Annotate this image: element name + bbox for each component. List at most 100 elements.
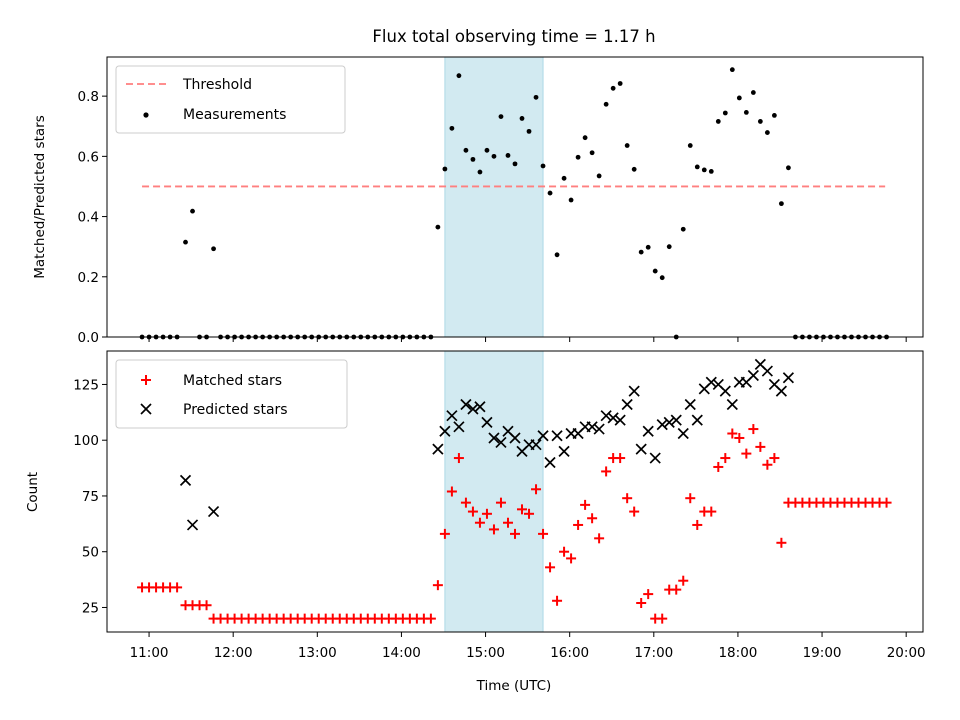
x-stroke-b xyxy=(551,430,563,442)
measurement-point xyxy=(568,197,574,203)
measurement-point xyxy=(484,147,490,153)
x-stroke-b xyxy=(530,439,542,451)
x-stroke-b xyxy=(460,398,472,411)
measurement-point xyxy=(687,143,693,148)
measurements-points xyxy=(139,67,889,340)
x-stroke-b xyxy=(614,414,626,426)
matched-star-point xyxy=(201,600,212,611)
measurement-point xyxy=(624,143,630,148)
y-tick-label: 25 xyxy=(82,600,99,616)
x-stroke-b xyxy=(467,403,479,415)
measurement-point xyxy=(666,244,672,250)
x-tick-label: 20:00 xyxy=(887,645,926,661)
matched-star-point xyxy=(453,453,464,464)
matched-star-point xyxy=(643,589,654,600)
matched-star-point xyxy=(741,448,752,459)
x-stroke-b xyxy=(481,416,493,428)
predicted-star-point xyxy=(663,416,675,428)
x-stroke-b xyxy=(642,425,654,437)
predicted-star-point xyxy=(677,427,689,440)
predicted-star-point xyxy=(747,369,759,382)
matched-star-point xyxy=(594,533,605,544)
bottom-shaded-span xyxy=(444,350,544,633)
legend-threshold-label: Threshold xyxy=(182,77,252,93)
predicted-star-point xyxy=(537,430,549,442)
x-axis-label: Time (UTC) xyxy=(476,678,552,694)
bottom-axes-frame xyxy=(106,350,924,633)
bottom-y-axis-label: Count xyxy=(25,472,41,512)
predicted-stars-points xyxy=(179,358,795,531)
matched-star-point xyxy=(671,584,682,595)
predicted-star-point xyxy=(558,445,570,457)
matched-star-point xyxy=(881,497,892,508)
predicted-star-point xyxy=(782,372,795,384)
x-stroke-b xyxy=(179,474,192,486)
x-tick-label: 18:00 xyxy=(718,645,757,661)
predicted-star-point xyxy=(726,398,738,411)
x-stroke-b xyxy=(474,401,486,413)
predicted-star-point xyxy=(593,423,605,435)
matched-star-point xyxy=(776,537,787,548)
predicted-star-point xyxy=(495,436,507,449)
top-legend-box xyxy=(115,65,346,134)
measurement-point xyxy=(463,147,469,153)
x-stroke-b xyxy=(593,423,605,435)
x-stroke-b xyxy=(754,358,766,370)
predicted-star-point xyxy=(670,414,682,426)
predicted-star-point xyxy=(705,376,717,388)
x-tick-label: 16:00 xyxy=(550,645,589,661)
x-stroke-b xyxy=(488,432,500,444)
top-legend: Threshold Measurements xyxy=(115,65,346,134)
predicted-star-point xyxy=(453,421,465,433)
x-stroke-b xyxy=(768,378,780,391)
matched-star-point xyxy=(734,432,745,443)
x-stroke-b xyxy=(663,416,675,428)
top-shaded-span xyxy=(444,56,544,338)
matched-star-point xyxy=(531,484,542,495)
x-stroke-b xyxy=(719,385,731,397)
matched-star-point xyxy=(502,517,513,528)
predicted-star-point xyxy=(607,412,619,424)
measurement-point xyxy=(729,67,735,73)
measurement-point xyxy=(652,268,658,274)
bottom-panel: 25 50 75 100 125 11:00 12:00 13:00 14:00 15:00 16… xyxy=(25,350,926,694)
x-stroke-b xyxy=(439,425,451,437)
top-axes-frame xyxy=(106,56,924,338)
y-tick-label: 0.4 xyxy=(78,210,99,226)
legend-predicted-swatch xyxy=(140,403,152,415)
matched-star-point xyxy=(559,546,570,557)
y-tick-label: 0.2 xyxy=(78,270,99,286)
matched-star-point xyxy=(446,486,457,497)
matched-star-point xyxy=(615,453,626,464)
measurement-point xyxy=(743,109,749,115)
matched-star-point xyxy=(685,493,696,504)
legend-measurements-label: Measurements xyxy=(183,107,286,123)
measurement-point xyxy=(694,164,700,170)
predicted-star-point xyxy=(775,385,787,397)
measurement-point xyxy=(659,275,665,281)
predicted-star-point xyxy=(551,430,563,442)
x-stroke-b xyxy=(670,414,682,426)
bottom-legend-box xyxy=(115,359,348,429)
x-tick-label: 15:00 xyxy=(466,645,505,661)
x-stroke-b xyxy=(544,456,556,469)
measurement-point xyxy=(442,166,448,172)
measurement-point xyxy=(589,150,595,156)
measurement-point xyxy=(533,94,539,100)
matched-star-point xyxy=(517,504,528,515)
x-stroke-b xyxy=(684,398,696,411)
predicted-star-point xyxy=(481,416,493,428)
chart-title: Flux total observing time = 1.17 h xyxy=(372,27,655,46)
predicted-star-point xyxy=(691,414,703,426)
predicted-star-point xyxy=(207,505,220,518)
predicted-star-point xyxy=(719,385,731,397)
predicted-star-point xyxy=(488,432,500,444)
matched-star-point xyxy=(692,519,703,530)
measurement-point xyxy=(477,169,483,175)
measurement-point xyxy=(190,208,195,214)
matched-star-point xyxy=(629,506,640,517)
measurement-point xyxy=(610,85,616,91)
predicted-star-point xyxy=(586,421,598,433)
measurement-point xyxy=(470,156,476,162)
